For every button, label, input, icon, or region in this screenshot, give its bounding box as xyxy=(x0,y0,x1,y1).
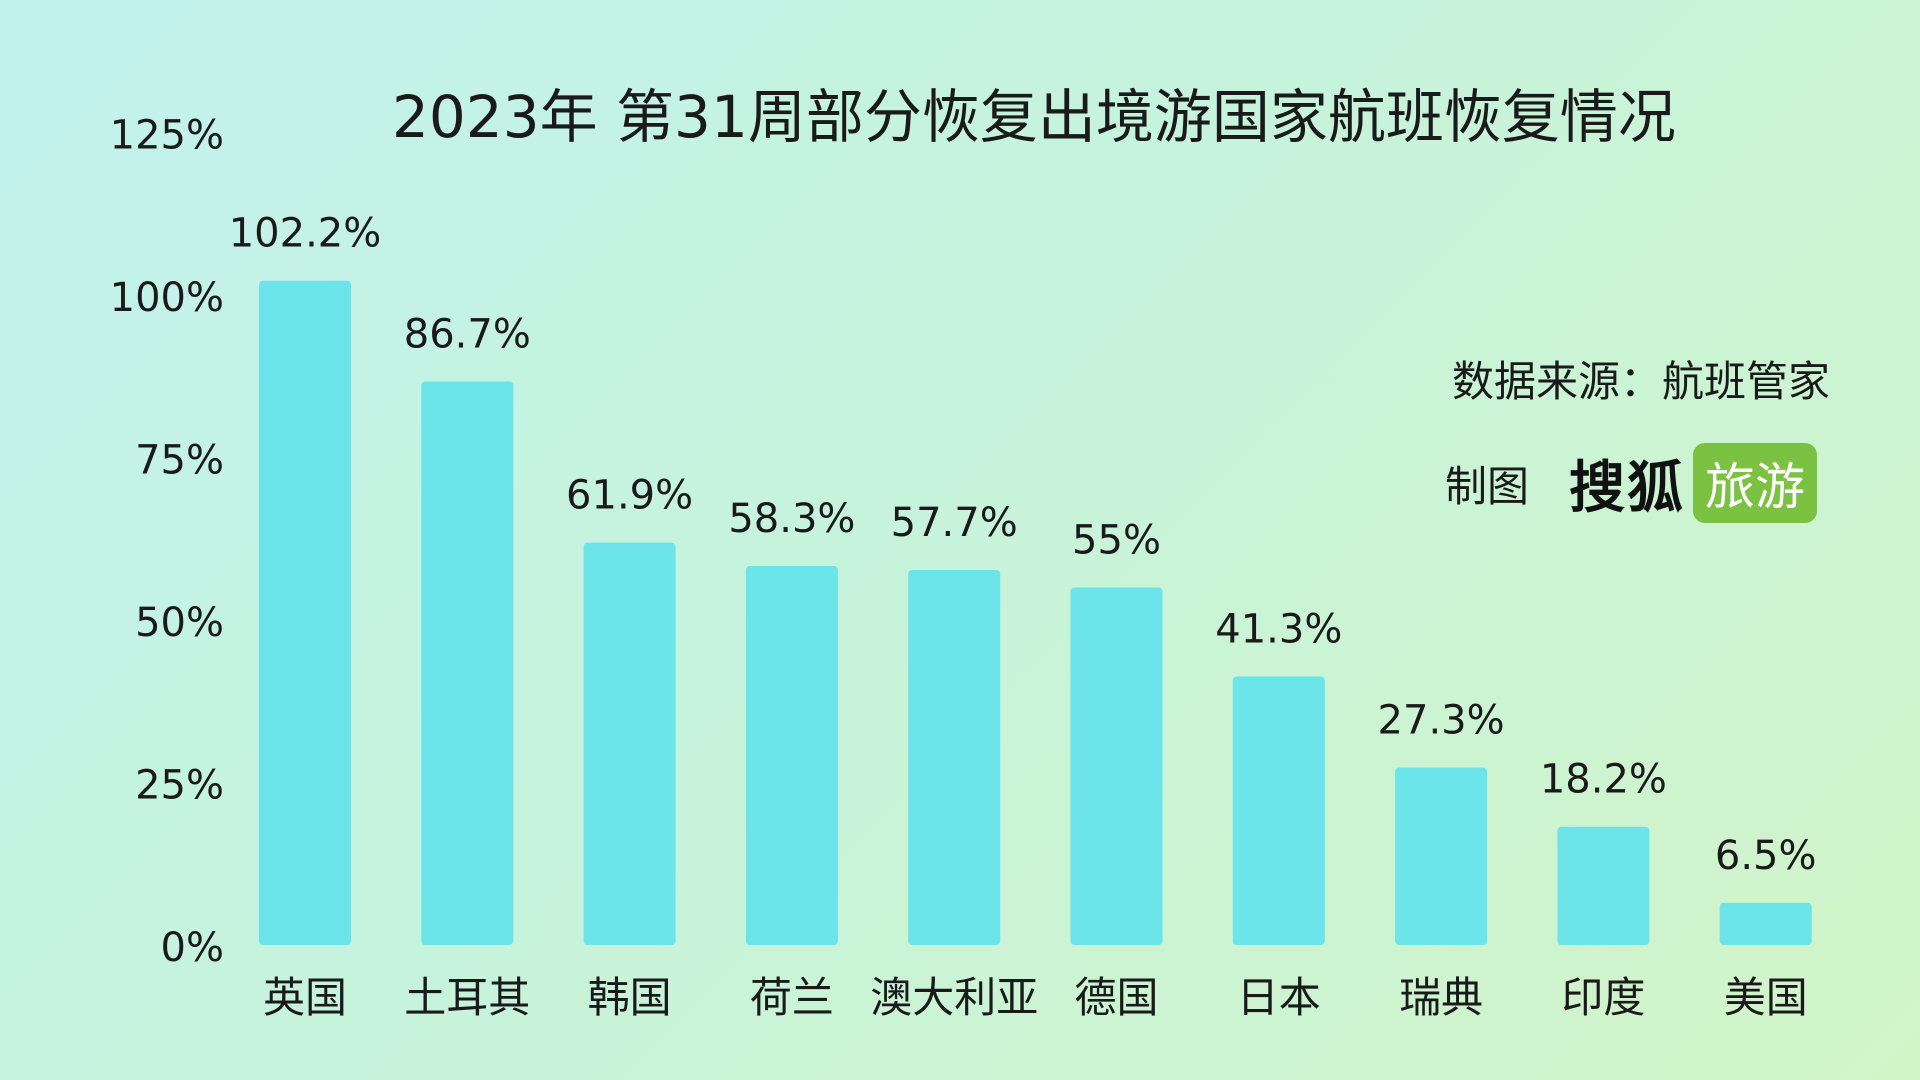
x-tick-label: 土耳其 xyxy=(404,973,530,1022)
x-tick-label: 澳大利亚 xyxy=(870,973,1038,1022)
data-label: 61.9% xyxy=(566,473,693,519)
bar-3 xyxy=(745,566,838,945)
sohu-logo-text: 搜狐 xyxy=(1569,455,1686,521)
data-label: 18.2% xyxy=(1540,757,1667,803)
chart-title: 2023年 第31周部分恢复出境游国家航班恢复情况 xyxy=(392,83,1676,151)
data-label: 57.7% xyxy=(891,500,1018,546)
data-label: 102.2% xyxy=(229,211,382,257)
bar-5 xyxy=(1070,587,1163,945)
x-tick-label: 印度 xyxy=(1561,973,1645,1022)
bar-1 xyxy=(421,381,514,945)
y-tick-label: 25% xyxy=(135,763,224,809)
bar-7 xyxy=(1395,767,1488,945)
data-label: 58.3% xyxy=(728,496,855,542)
data-labels: 102.2% 86.7% 61.9% 58.3% 57.7% 55% 41.3% 27.3% 1… xyxy=(229,211,1817,879)
data-label: 55% xyxy=(1072,518,1161,564)
y-tick-label: 75% xyxy=(135,438,224,484)
bar-6 xyxy=(1232,676,1325,945)
x-tick-label: 瑞典 xyxy=(1399,973,1483,1022)
bar-8 xyxy=(1557,826,1650,945)
maker-credit: 制图 搜狐 旅游 xyxy=(1445,443,1818,523)
y-axis-ticks: 0% 25% 50% 75% 100% 125% xyxy=(110,113,224,972)
y-tick-label: 0% xyxy=(161,925,224,971)
data-source-note: 数据来源：航班管家 xyxy=(1452,357,1831,406)
x-axis-labels: 英国 土耳其 韩国 荷兰 澳大利亚 德国 日本 瑞典 印度 美国 xyxy=(263,973,1808,1022)
travel-logo-badge: 旅游 xyxy=(1693,443,1818,523)
x-tick-label: 韩国 xyxy=(588,973,672,1022)
bar-4 xyxy=(908,569,1001,945)
bar-9 xyxy=(1719,902,1812,945)
x-tick-label: 英国 xyxy=(263,973,347,1022)
bars xyxy=(259,280,1812,945)
x-tick-label: 德国 xyxy=(1074,973,1158,1022)
x-tick-label: 日本 xyxy=(1237,973,1321,1022)
bar-0 xyxy=(259,280,351,945)
data-label: 6.5% xyxy=(1715,833,1817,879)
y-tick-label: 125% xyxy=(110,113,224,159)
data-label: 86.7% xyxy=(404,311,531,357)
x-tick-label: 美国 xyxy=(1724,973,1808,1022)
data-label: 27.3% xyxy=(1378,698,1505,744)
maker-label: 制图 xyxy=(1445,461,1530,511)
y-tick-label: 100% xyxy=(110,275,224,321)
y-tick-label: 50% xyxy=(135,600,224,646)
data-label: 41.3% xyxy=(1215,607,1342,653)
x-tick-label: 荷兰 xyxy=(750,973,834,1022)
bar-2 xyxy=(583,542,676,945)
